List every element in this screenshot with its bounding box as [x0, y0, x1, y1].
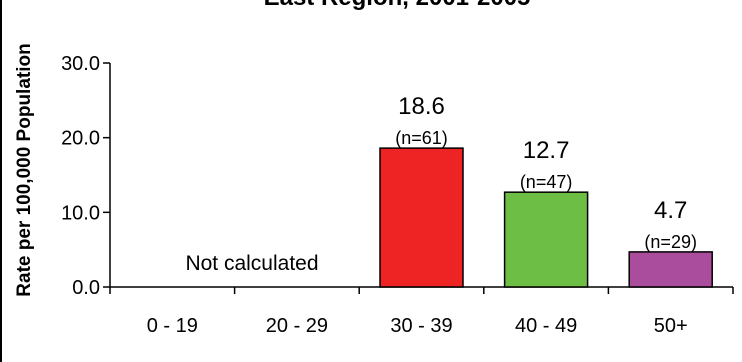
value-label: 12.7 — [523, 137, 570, 164]
y-tick-label: 0.0 — [72, 277, 100, 299]
value-label: 4.7 — [654, 197, 687, 224]
x-tick-label: 30 - 39 — [390, 315, 452, 337]
count-label: (n=47) — [520, 172, 573, 192]
bar-3039 — [379, 147, 464, 288]
x-ticks: 0 - 19 20 - 29 30 - 39 40 - 49 50+ — [109, 287, 734, 337]
x-tick-label: 50+ — [654, 315, 688, 337]
y-ticks: 0.0 10.0 20.0 30.0 — [61, 53, 110, 299]
y-tick-label: 30.0 — [61, 53, 100, 75]
left-border — [0, 0, 2, 362]
x-tick-label: 40 - 49 — [515, 315, 577, 337]
x-tick-label: 0 - 19 — [147, 315, 198, 337]
count-label: (n=61) — [395, 128, 448, 148]
chart-title: East Region, 2001-2005 — [264, 0, 531, 11]
count-label: (n=29) — [644, 232, 697, 252]
bar-labels: (n=61) 18.6 (n=47) 12.7 (n=29) 4.7 — [395, 93, 697, 252]
bars — [379, 147, 713, 288]
y-axis-label: Rate per 100,000 Population — [14, 43, 35, 296]
bar-50+ — [628, 251, 713, 288]
y-tick-label: 10.0 — [61, 202, 100, 224]
value-label: 18.6 — [398, 93, 445, 120]
x-tick-label: 20 - 29 — [266, 315, 328, 337]
bar-4049 — [503, 191, 589, 288]
not-calculated-annotation: Not calculated — [185, 252, 318, 275]
y-tick-label: 20.0 — [61, 128, 100, 150]
